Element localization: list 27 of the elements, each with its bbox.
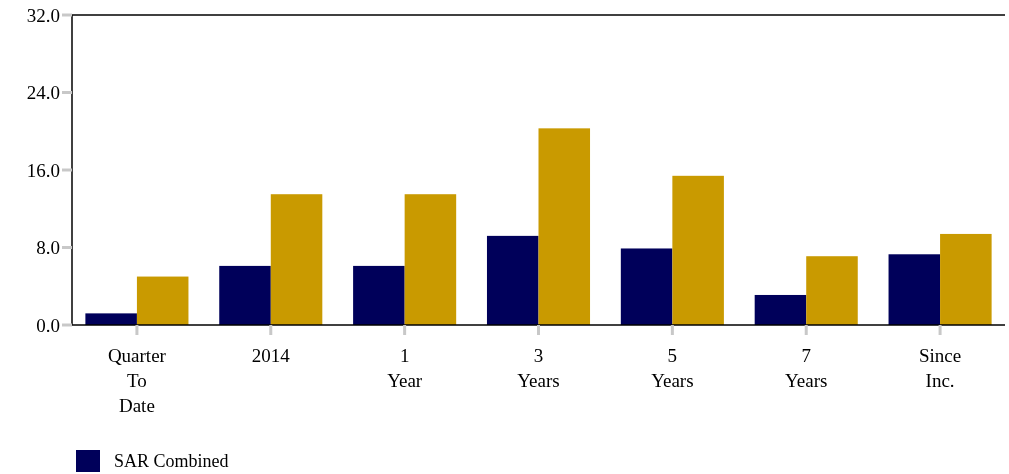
y-tick-label: 16.0 [26,159,60,181]
x-tick-label: Since Inc. [918,345,962,391]
bar [538,128,591,325]
bar [620,248,673,325]
y-tick-label: 32.0 [26,4,60,26]
bar [754,294,807,325]
bar [219,265,271,325]
x-tick-label: 5 Years [651,345,694,391]
bar [85,313,137,325]
x-tick-label: 3 Years [517,345,560,391]
bar [806,256,858,325]
legend-label: SAR Combined [114,451,229,472]
x-tick-label: 1 Year [387,345,423,391]
bar [672,175,724,325]
x-tick-label: 7 Years [785,345,828,391]
y-tick-label: 0.0 [36,314,60,336]
x-tick-label: Quarter To Date [107,345,167,416]
bar [486,235,539,325]
y-tick-label: 8.0 [36,237,60,259]
bar [270,194,323,325]
bar [888,254,941,325]
bar [353,265,405,325]
y-tick-label: 24.0 [26,82,60,104]
bar [940,233,992,325]
x-tick-label: 2014 [251,345,291,366]
bar [136,276,189,325]
bar [404,194,457,325]
